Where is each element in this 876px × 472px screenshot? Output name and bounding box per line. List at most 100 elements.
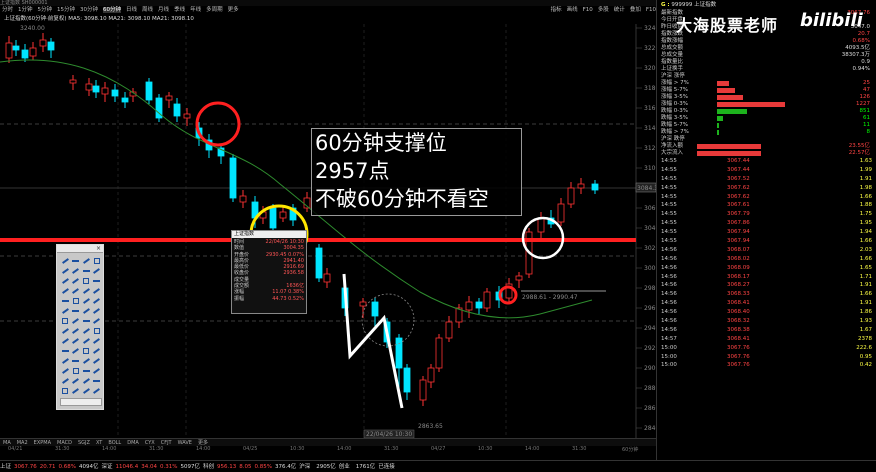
draw-tool-icon[interactable]	[81, 346, 92, 356]
indicator-tab-5[interactable]: XT	[95, 440, 103, 446]
index-status-bar: 上证 3067.76 20.71 0.68% 4094亿 深证 11046.4 34.04 0.…	[0, 460, 876, 472]
draw-tool-icon[interactable]	[81, 326, 92, 336]
draw-tool-icon[interactable]	[92, 276, 103, 286]
menu-item-2[interactable]: F10	[582, 7, 593, 13]
drawing-toolbox[interactable]: ×	[56, 244, 104, 410]
draw-tool-icon[interactable]	[92, 266, 103, 276]
draw-tool-icon[interactable]	[92, 286, 103, 296]
draw-tool-icon[interactable]	[81, 316, 92, 326]
tab-period-1[interactable]: 1分钟	[18, 7, 33, 13]
draw-tool-icon[interactable]	[92, 386, 103, 396]
tab-period-11[interactable]: 多周期	[206, 7, 223, 13]
tab-period-4[interactable]: 30分钟	[80, 7, 99, 13]
indicator-tab-1[interactable]: MA2	[16, 440, 28, 446]
draw-tool-icon[interactable]	[81, 386, 92, 396]
draw-tool-icon[interactable]	[60, 316, 71, 326]
draw-tool-icon[interactable]	[60, 286, 71, 296]
indicator-tab-2[interactable]: EXPMA	[33, 440, 51, 446]
indicator-tab-7[interactable]: DMA	[127, 440, 139, 446]
menu-item-1[interactable]: 画线	[566, 7, 578, 13]
draw-tool-icon[interactable]	[92, 356, 103, 366]
tab-period-3[interactable]: 15分钟	[57, 7, 76, 13]
tab-period-9[interactable]: 季线	[174, 7, 186, 13]
draw-tool-icon[interactable]	[60, 296, 71, 306]
menu-item-5[interactable]: 叠加	[629, 7, 641, 13]
draw-tool-icon[interactable]	[71, 356, 82, 366]
draw-tool-icon[interactable]	[60, 336, 71, 346]
draw-tool-icon[interactable]	[60, 346, 71, 356]
tab-period-12[interactable]: 更多	[227, 7, 239, 13]
draw-tool-icon[interactable]	[71, 256, 82, 266]
status-index-name[interactable]: 创业	[338, 464, 350, 470]
draw-tool-icon[interactable]	[71, 306, 82, 316]
draw-tool-icon[interactable]	[92, 326, 103, 336]
draw-tool-icon[interactable]	[92, 366, 103, 376]
draw-tool-icon[interactable]	[81, 276, 92, 286]
tab-period-0[interactable]: 分时	[2, 7, 14, 13]
draw-tool-icon[interactable]	[71, 346, 82, 356]
indicator-tab-10[interactable]: WAVE	[177, 440, 192, 446]
draw-tool-icon[interactable]	[81, 306, 92, 316]
tab-period-6[interactable]: 日线	[126, 7, 138, 13]
indicator-tab-8[interactable]: CYX	[144, 440, 155, 446]
close-icon[interactable]: ×	[95, 245, 101, 252]
indicator-tab-0[interactable]: MA	[3, 440, 11, 446]
draw-tool-icon[interactable]	[71, 386, 82, 396]
indicator-tab-4[interactable]: SGJZ	[78, 440, 90, 446]
draw-tool-icon[interactable]	[81, 286, 92, 296]
draw-tool-icon[interactable]	[60, 326, 71, 336]
tab-period-2[interactable]: 5分钟	[37, 7, 53, 13]
draw-tool-icon[interactable]	[60, 276, 71, 286]
draw-tool-icon[interactable]	[92, 256, 103, 266]
draw-tool-icon[interactable]	[81, 376, 92, 386]
indicator-tab-6[interactable]: BOLL	[108, 440, 122, 446]
draw-tool-icon[interactable]	[92, 376, 103, 386]
menu-item-6[interactable]: F10	[645, 7, 656, 13]
tab-period-7[interactable]: 周线	[142, 7, 154, 13]
draw-tool-icon[interactable]	[60, 386, 71, 396]
draw-tool-icon[interactable]	[81, 256, 92, 266]
draw-tool-icon[interactable]	[71, 336, 82, 346]
status-index-name[interactable]: 深证	[101, 464, 113, 470]
indicator-tab-9[interactable]: CFJT	[160, 440, 172, 446]
draw-tool-icon[interactable]	[92, 306, 103, 316]
draw-tool-icon[interactable]	[60, 366, 71, 376]
menu-item-4[interactable]: 统计	[613, 7, 625, 13]
status-index-name[interactable]: 科创	[203, 464, 215, 470]
draw-tool-icon[interactable]	[92, 336, 103, 346]
draw-tool-icon[interactable]	[71, 286, 82, 296]
draw-tool-icon[interactable]	[81, 336, 92, 346]
draw-tool-icon[interactable]	[71, 326, 82, 336]
draw-tool-icon[interactable]	[92, 296, 103, 306]
draw-tool-icon[interactable]	[92, 346, 103, 356]
candle-body	[129, 91, 137, 97]
draw-tool-icon[interactable]	[60, 306, 71, 316]
draw-tool-icon[interactable]	[81, 296, 92, 306]
draw-tool-icon[interactable]	[92, 316, 103, 326]
draw-tool-icon[interactable]	[71, 296, 82, 306]
draw-tool-icon[interactable]	[71, 316, 82, 326]
draw-tool-icon[interactable]	[81, 266, 92, 276]
indicator-tab-11[interactable]: 更多	[197, 440, 208, 446]
tab-period-8[interactable]: 月线	[158, 7, 170, 13]
indicator-tab-3[interactable]: MACD	[57, 440, 72, 446]
draw-tool-icon[interactable]	[60, 256, 71, 266]
tab-period-5[interactable]: 60分钟	[103, 7, 122, 13]
menu-item-0[interactable]: 指标	[550, 7, 562, 13]
draw-tool-icon[interactable]	[60, 376, 71, 386]
draw-tool-icon[interactable]	[71, 376, 82, 386]
draw-tool-icon[interactable]	[71, 276, 82, 286]
tab-period-10[interactable]: 年线	[190, 7, 202, 13]
draw-tool-icon[interactable]	[81, 366, 92, 376]
candlestick-chart[interactable]: 3240322032003180316031403120310030803060…	[0, 24, 656, 438]
draw-tool-icon[interactable]	[71, 366, 82, 376]
menu-item-3[interactable]: 多股	[597, 7, 609, 13]
draw-tool-icon[interactable]	[60, 356, 71, 366]
status-index-name[interactable]: 上证	[0, 464, 12, 470]
draw-tool-icon[interactable]	[71, 266, 82, 276]
toolbox-header[interactable]: ×	[57, 245, 103, 253]
draw-tool-icon[interactable]	[60, 266, 71, 276]
annotation-textbox[interactable]: 60分钟支撑位 2957点 不破60分钟不看空	[311, 128, 522, 216]
draw-tool-icon[interactable]	[81, 356, 92, 366]
status-index-name[interactable]: 沪深	[299, 464, 311, 470]
